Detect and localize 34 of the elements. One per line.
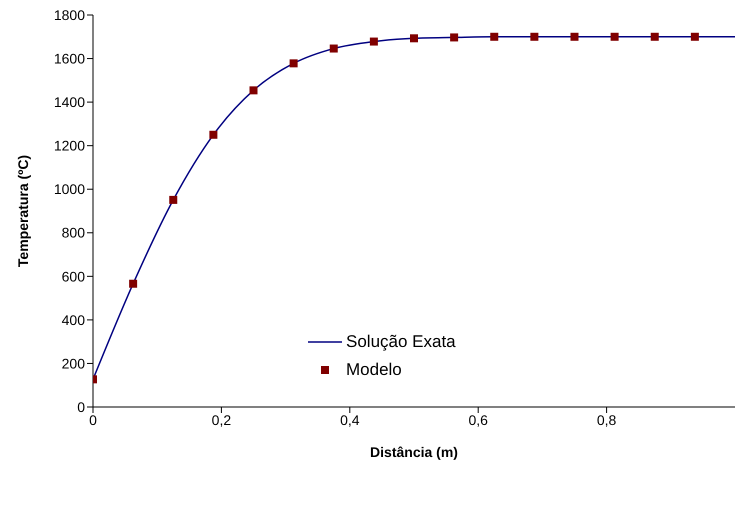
y-tick-label: 1400 xyxy=(54,94,86,110)
y-tick-label: 1000 xyxy=(54,181,86,198)
x-axis-title: Distância (m) xyxy=(370,444,458,460)
point xyxy=(169,196,178,204)
y-tick-label: 800 xyxy=(62,224,86,241)
y-tick-label: 200 xyxy=(62,355,86,372)
y-tick-label: 0 xyxy=(77,398,86,415)
legend-label: Solução Exata xyxy=(346,332,456,352)
legend-label: Modelo xyxy=(346,360,402,380)
point xyxy=(530,32,538,41)
point xyxy=(330,44,338,53)
y-tick-label: 1800 xyxy=(54,6,86,23)
y-tick-label: 1600 xyxy=(54,50,86,67)
point xyxy=(450,33,458,42)
y-tick-label: 400 xyxy=(62,312,86,328)
point xyxy=(209,130,218,139)
y-tick-label: 1200 xyxy=(54,138,86,154)
x-tick-label: 0,8 xyxy=(596,412,617,428)
point xyxy=(129,280,138,288)
x-tick-label: 0,2 xyxy=(212,412,232,428)
x-tick-label: 0 xyxy=(89,412,98,428)
y-axis-title: Temperatura (ºC) xyxy=(14,154,31,268)
y-tick-label: 600 xyxy=(62,268,86,284)
point xyxy=(610,32,619,41)
point xyxy=(410,34,418,42)
point xyxy=(370,38,378,46)
x-tick-label: 0,6 xyxy=(468,412,488,428)
point xyxy=(490,32,498,41)
point xyxy=(250,86,258,94)
point xyxy=(650,32,659,41)
point xyxy=(570,32,578,41)
x-tick-label: 0,4 xyxy=(340,412,360,428)
point xyxy=(290,59,298,68)
point xyxy=(690,32,699,41)
